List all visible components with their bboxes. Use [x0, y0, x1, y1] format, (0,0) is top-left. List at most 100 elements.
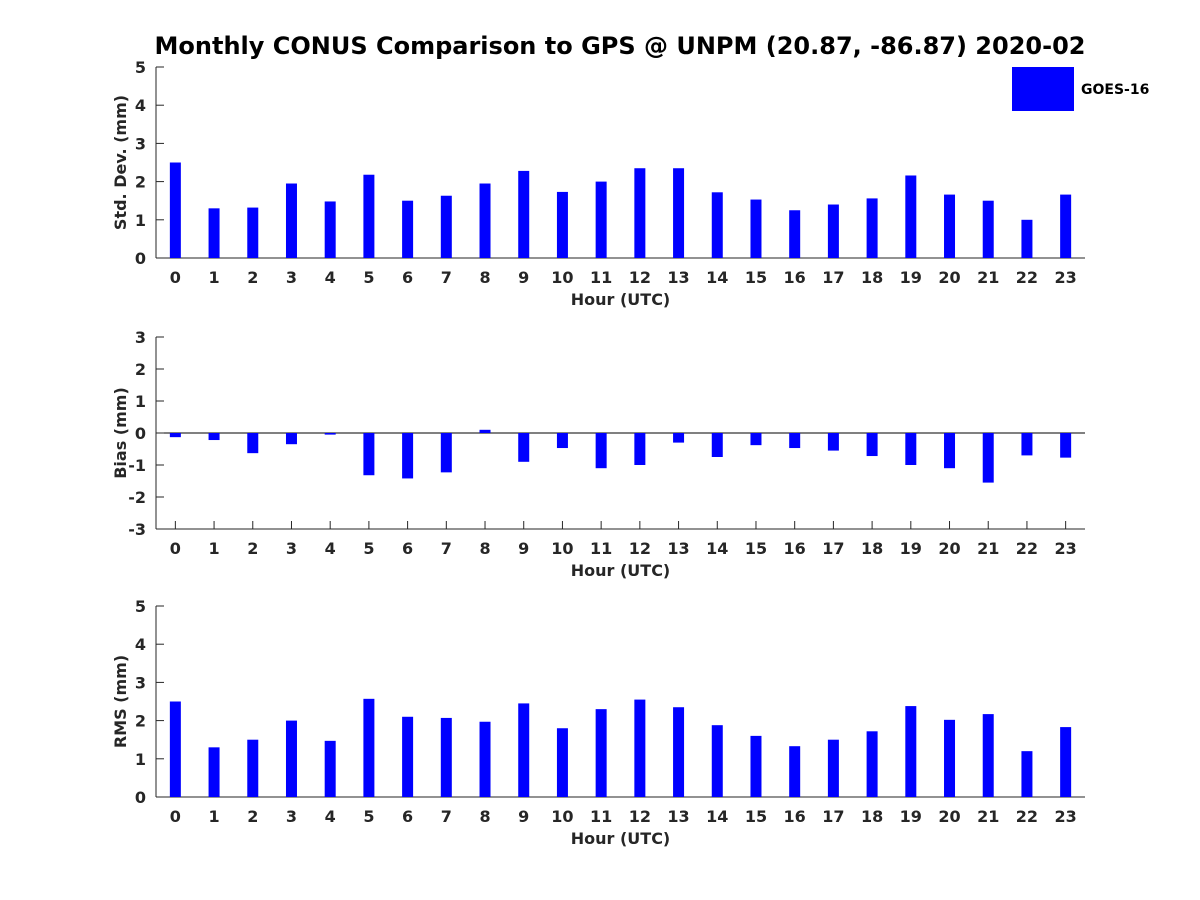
std-dev-x-tick-label: 4 [325, 268, 336, 287]
bias-x-tick-label: 2 [247, 539, 258, 558]
rms-bar [827, 739, 839, 797]
bias-bar [556, 433, 568, 449]
rms-x-tick-label: 20 [938, 807, 960, 826]
bias-bar [440, 433, 452, 473]
std-dev-x-tick-label: 13 [667, 268, 689, 287]
rms-x-tick-label: 17 [822, 807, 844, 826]
std-dev-bar [905, 175, 917, 258]
rms-bar [479, 721, 491, 797]
std-dev-bar [982, 200, 994, 258]
std-dev-y-tick-label: 5 [135, 58, 146, 77]
legend-swatch [1012, 67, 1074, 111]
rms-bar [634, 699, 646, 797]
bias-y-tick-label: 1 [135, 392, 146, 411]
rms-y-tick-label: 5 [135, 597, 146, 616]
std-dev-bar [247, 207, 259, 258]
rms-bar [982, 714, 994, 797]
std-dev-bar [634, 168, 646, 258]
std-dev-x-tick-label: 18 [861, 268, 883, 287]
std-dev-y-tick-label: 4 [135, 96, 146, 115]
rms-bar [324, 740, 336, 797]
rms-y-tick-label: 3 [135, 673, 146, 692]
std-dev-x-tick-label: 10 [551, 268, 573, 287]
rms-x-tick-label: 23 [1055, 807, 1077, 826]
std-dev-bar [827, 204, 839, 258]
std-dev-y-tick-label: 1 [135, 211, 146, 230]
std-dev-bar [866, 198, 878, 258]
rms-x-tick-label: 7 [441, 807, 452, 826]
rms-bar [673, 707, 685, 797]
bias-bar [827, 433, 839, 451]
bias-bar [1060, 433, 1072, 458]
bias-x-tick-label: 10 [551, 539, 573, 558]
rms-bar [1021, 751, 1033, 797]
bias-y-tick-label: 2 [135, 360, 146, 379]
rms-bar [750, 735, 762, 797]
std-dev-bar [324, 201, 336, 258]
legend: GOES-16 [1012, 67, 1149, 111]
std-dev-bar [750, 199, 762, 258]
std-dev-y-tick-label: 0 [135, 249, 146, 268]
std-dev-bar [479, 183, 491, 258]
bias-bar [247, 433, 259, 454]
rms-x-tick-label: 5 [363, 807, 374, 826]
std-dev-y-tick-label: 3 [135, 134, 146, 153]
bias-bar [1021, 433, 1033, 456]
std-dev-x-tick-label: 1 [208, 268, 219, 287]
bias-bar [285, 433, 297, 445]
bias-bar [518, 433, 530, 462]
std-dev-x-tick-label: 6 [402, 268, 413, 287]
rms-bar [440, 717, 452, 797]
rms-bar [518, 703, 530, 797]
bias-x-tick-label: 15 [745, 539, 767, 558]
bias-bar [905, 433, 917, 465]
rms-x-tick-label: 13 [667, 807, 689, 826]
std-dev-bar [673, 168, 685, 258]
std-dev-bar [363, 174, 375, 258]
std-dev-bar [440, 195, 452, 258]
rms-bar [247, 739, 259, 797]
std-dev-bar [1021, 219, 1033, 258]
rms-bar [402, 716, 414, 797]
bias-y-tick-label: -1 [128, 456, 146, 475]
std-dev-x-tick-label: 11 [590, 268, 612, 287]
std-dev-bar [944, 194, 956, 258]
rms-bar [905, 706, 917, 797]
bias-bar [711, 433, 723, 457]
rms-bar [556, 728, 568, 797]
bias-x-tick-label: 19 [900, 539, 922, 558]
rms-bar [789, 746, 801, 797]
rms-x-tick-label: 6 [402, 807, 413, 826]
bias-x-tick-label: 12 [629, 539, 651, 558]
rms-x-tick-label: 0 [170, 807, 181, 826]
std-dev-x-tick-label: 12 [629, 268, 651, 287]
rms-bar [285, 720, 297, 797]
bias-x-tick-label: 18 [861, 539, 883, 558]
std-dev-y-tick-label: 2 [135, 173, 146, 192]
std-dev-y-axis-label: Std. Dev. (mm) [111, 95, 130, 230]
std-dev-x-axis-label: Hour (UTC) [571, 290, 671, 309]
rms-x-tick-label: 8 [479, 807, 490, 826]
bias-x-tick-label: 9 [518, 539, 529, 558]
rms-x-tick-label: 14 [706, 807, 728, 826]
rms-x-tick-label: 21 [977, 807, 999, 826]
std-dev-x-tick-label: 17 [822, 268, 844, 287]
bias-bar [479, 429, 491, 433]
std-dev-bar [711, 192, 723, 258]
std-dev-bar [285, 183, 297, 258]
rms-x-tick-label: 18 [861, 807, 883, 826]
bias-x-tick-label: 20 [938, 539, 960, 558]
chart-title: Monthly CONUS Comparison to GPS @ UNPM (… [155, 32, 1086, 60]
bias-bar [866, 433, 878, 457]
rms-y-axis-label: RMS (mm) [111, 655, 130, 748]
bias-bar [363, 433, 375, 476]
rms-x-tick-label: 1 [208, 807, 219, 826]
rms-bar [944, 719, 956, 797]
rms-x-tick-label: 3 [286, 807, 297, 826]
rms-y-tick-label: 0 [135, 788, 146, 807]
bias-x-tick-label: 4 [325, 539, 336, 558]
rms-x-tick-label: 2 [247, 807, 258, 826]
bias-y-tick-label: -2 [128, 488, 146, 507]
bias-bar [169, 433, 181, 438]
